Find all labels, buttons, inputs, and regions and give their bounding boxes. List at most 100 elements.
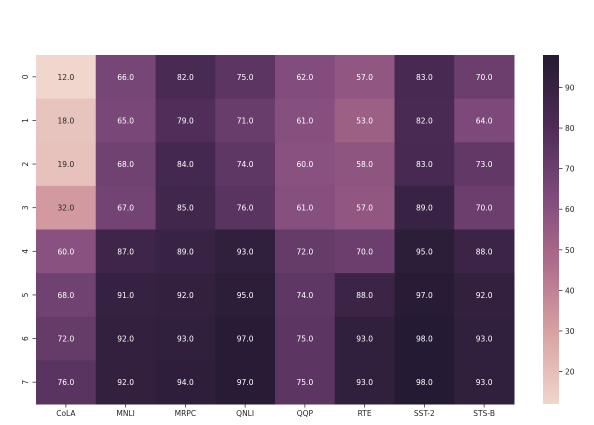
- colorbar-tick-label: 40: [565, 286, 575, 295]
- cell-value-label: 95.0: [237, 291, 254, 300]
- cell-value-label: 83.0: [416, 160, 433, 169]
- cell-value-label: 97.0: [237, 335, 254, 344]
- x-tick-label: RTE: [358, 409, 372, 418]
- cell-value-label: 92.0: [476, 291, 493, 300]
- heatmap-cell: [155, 98, 216, 143]
- heatmap-cell: [394, 229, 455, 274]
- cell-value-label: 61.0: [297, 116, 314, 125]
- heatmap-cell: [95, 55, 156, 100]
- cell-value-label: 75.0: [237, 73, 254, 82]
- heatmap-cell: [454, 316, 515, 361]
- heatmap-cell: [275, 229, 336, 274]
- heatmap-cell: [155, 229, 216, 274]
- heatmap-cell: [454, 142, 515, 187]
- y-axis-ticks: 0 1 2 3 4 5 6 7: [21, 74, 36, 385]
- heatmap-cell: [275, 360, 336, 405]
- cell-value-label: 64.0: [476, 116, 493, 125]
- heatmap-cell: [215, 55, 276, 100]
- cell-value-label: 89.0: [177, 247, 194, 256]
- cell-value-label: 74.0: [237, 160, 254, 169]
- heatmap-cell: [36, 98, 97, 143]
- colorbar-tick-label: 90: [565, 83, 575, 92]
- heatmap-cell: [334, 98, 395, 143]
- heatmap-cell: [155, 55, 216, 100]
- cell-value-label: 91.0: [117, 291, 134, 300]
- cell-value-label: 53.0: [356, 116, 373, 125]
- y-tick-label: 3: [21, 205, 30, 210]
- heatmap-cell: [36, 229, 97, 274]
- cell-value-label: 88.0: [476, 247, 493, 256]
- heatmap-cell: [95, 185, 156, 230]
- cell-value-label: 70.0: [356, 247, 373, 256]
- heatmap-cell: [36, 185, 97, 230]
- y-tick-label: 1: [21, 118, 30, 123]
- y-tick-label: 0: [21, 74, 30, 79]
- heatmap-cells: 12.0 66.0 82.0 75.0 62.0 57.0 83.0 70.0 18.0 65.0…: [36, 55, 515, 405]
- heatmap-cell: [275, 142, 336, 187]
- heatmap-cell: [155, 360, 216, 405]
- heatmap-cell: [215, 316, 276, 361]
- colorbar-tick-label: 80: [565, 124, 575, 133]
- heatmap-cell: [394, 98, 455, 143]
- heatmap-cell: [95, 142, 156, 187]
- cell-value-label: 97.0: [237, 378, 254, 387]
- cell-value-label: 79.0: [177, 116, 194, 125]
- y-tick-label: 5: [21, 292, 30, 297]
- heatmap-cell: [334, 273, 395, 318]
- colorbar-tick-label: 20: [565, 368, 575, 377]
- cell-value-label: 66.0: [117, 73, 134, 82]
- cell-value-label: 58.0: [356, 160, 373, 169]
- heatmap-cell: [334, 55, 395, 100]
- heatmap-cell: [454, 98, 515, 143]
- x-axis-ticks: CoLA MNLI MRPC QNLI QQP RTE SST-2 STS-B: [56, 404, 495, 418]
- cell-value-label: 93.0: [356, 335, 373, 344]
- y-tick-label: 4: [21, 249, 30, 254]
- heatmap-cell: [95, 316, 156, 361]
- heatmap-cell: [334, 316, 395, 361]
- heatmap-cell: [215, 273, 276, 318]
- heatmap-cell: [334, 185, 395, 230]
- heatmap-cell: [215, 360, 276, 405]
- heatmap-cell: [215, 229, 276, 274]
- x-tick-label: QNLI: [236, 409, 254, 418]
- heatmap-cell: [394, 273, 455, 318]
- cell-value-label: 93.0: [476, 378, 493, 387]
- heatmap-cell: [275, 316, 336, 361]
- cell-value-label: 73.0: [476, 160, 493, 169]
- cell-value-label: 61.0: [297, 204, 314, 213]
- colorbar-tick-label: 50: [565, 246, 575, 255]
- heatmap-cell: [155, 273, 216, 318]
- heatmap-cell: [215, 142, 276, 187]
- cell-value-label: 74.0: [297, 291, 314, 300]
- cell-value-label: 18.0: [58, 116, 75, 125]
- cell-value-label: 95.0: [416, 247, 433, 256]
- y-tick-label: 2: [21, 161, 30, 166]
- cell-value-label: 75.0: [297, 378, 314, 387]
- colorbar-tick-label: 30: [565, 327, 575, 336]
- colorbar: 20 30 40 50 60 70 80 90: [543, 55, 575, 404]
- cell-value-label: 88.0: [356, 291, 373, 300]
- heatmap-cell: [215, 185, 276, 230]
- cell-value-label: 72.0: [58, 335, 75, 344]
- heatmap-cell: [36, 316, 97, 361]
- cell-value-label: 92.0: [117, 335, 134, 344]
- cell-value-label: 57.0: [356, 204, 373, 213]
- heatmap-cell: [334, 142, 395, 187]
- cell-value-label: 76.0: [58, 378, 75, 387]
- cell-value-label: 93.0: [356, 378, 373, 387]
- cell-value-label: 68.0: [117, 160, 134, 169]
- cell-value-label: 85.0: [177, 204, 194, 213]
- x-tick-label: QQP: [297, 409, 314, 418]
- cell-value-label: 60.0: [297, 160, 314, 169]
- cell-value-label: 76.0: [237, 204, 254, 213]
- heatmap-cell: [454, 185, 515, 230]
- cell-value-label: 12.0: [58, 73, 75, 82]
- cell-value-label: 82.0: [416, 116, 433, 125]
- heatmap-cell: [454, 55, 515, 100]
- cell-value-label: 19.0: [58, 160, 75, 169]
- heatmap-cell: [394, 55, 455, 100]
- x-tick-label: SST-2: [414, 409, 435, 418]
- cell-value-label: 60.0: [58, 247, 75, 256]
- heatmap-cell: [95, 360, 156, 405]
